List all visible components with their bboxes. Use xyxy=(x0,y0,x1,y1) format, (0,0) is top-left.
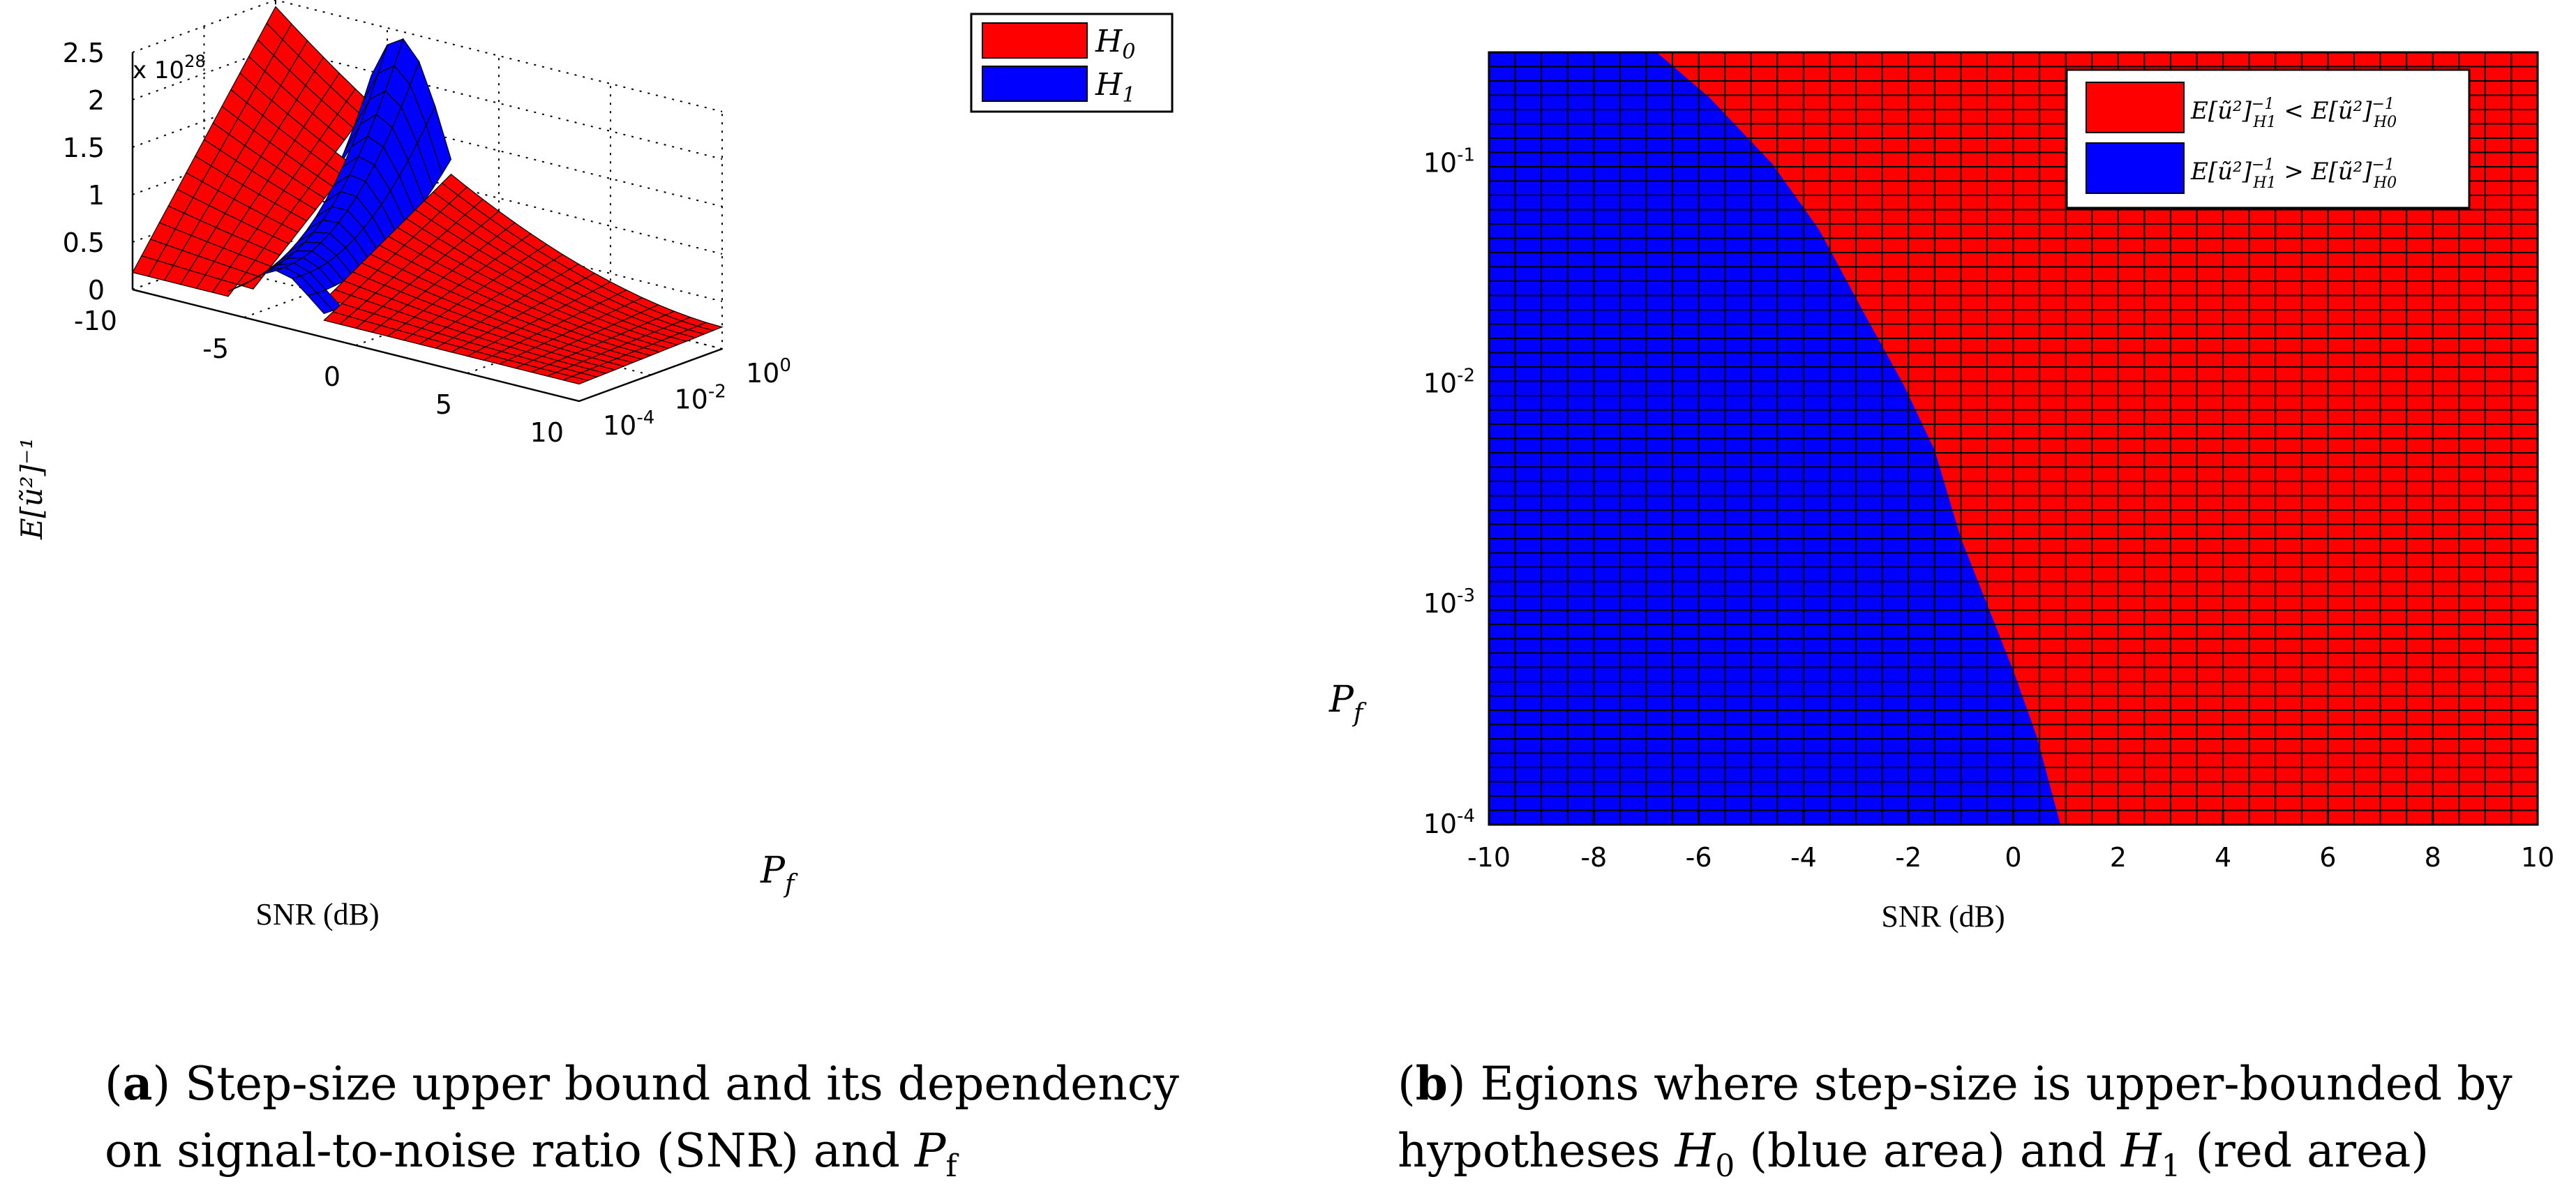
z-tick-label: 1 xyxy=(88,180,105,211)
legend-swatch-h0 xyxy=(982,22,1088,59)
x-tick-label-b: -4 xyxy=(1790,842,1817,873)
legend-a: H0 H1 xyxy=(970,13,1174,113)
z-tick-label: 0 xyxy=(88,275,105,306)
surface-patch xyxy=(211,279,238,297)
x-tick-label: 10 xyxy=(530,417,564,448)
z-exponent-label: x 1028 xyxy=(133,52,206,84)
y-tick-label-b: 10-4 xyxy=(1423,806,1475,839)
x-tick-label-b: -8 xyxy=(1580,842,1607,873)
legend-swatch-red xyxy=(2085,82,2185,133)
y-tick-label-b: 10-2 xyxy=(1423,365,1475,398)
x-tick-label: -5 xyxy=(202,333,229,364)
x-tick-label-b: 10 xyxy=(2521,842,2554,873)
x-tick-label-b: 2 xyxy=(2110,842,2127,873)
z-tick-label: 2 xyxy=(88,85,105,116)
caption-b: (b) Egions where step-size is upper-boun… xyxy=(1398,1050,2513,1200)
axis-ticks-a: 0 0.5 1 1.5 2 2.5 -10 -5 0 5 10 10-4 10-2 100 xyxy=(63,38,791,448)
legend-label-h0: H0 xyxy=(1095,24,1135,64)
x-tick-label-b: 4 xyxy=(2215,842,2231,873)
y-axis-label-a: Pf xyxy=(760,850,798,899)
legend-swatch-h1 xyxy=(982,66,1088,102)
region-plot-b: -10 -8 -6 -4 -2 0 2 4 6 8 10 10-4 10-3 10-2 10-1 SNR … xyxy=(1328,51,2554,933)
legend-label-h1: H1 xyxy=(1095,67,1135,107)
x-axis-label-b: SNR (dB) xyxy=(1881,899,2005,933)
surface-patch xyxy=(562,375,590,385)
x-ticks-b: -10 -8 -6 -4 -2 0 2 4 6 8 10 xyxy=(1467,811,2554,873)
base-axis-line xyxy=(132,288,723,403)
z-tick-label: 0.5 xyxy=(63,227,105,258)
caption-a-line1: (a) Step-size upper bound and its depend… xyxy=(105,1056,1179,1111)
legend-swatch-blue xyxy=(2085,142,2185,194)
z-gridline xyxy=(132,0,723,112)
z-axis-label: E[ũ²]⁻¹ xyxy=(15,437,49,540)
x-tick-label-b: 8 xyxy=(2425,842,2441,873)
x-tick-label-b: 0 xyxy=(2005,842,2021,873)
y-ticks-b: 10-4 10-3 10-2 10-1 xyxy=(1423,145,1475,839)
surface-patch xyxy=(307,292,334,315)
y-tick-label: 100 xyxy=(746,355,791,389)
x-tick-label-b: -10 xyxy=(1467,842,1511,873)
y-tick-label: 10-4 xyxy=(603,407,654,441)
y-axis-label-b: Pf xyxy=(1328,679,1367,728)
x-tick-label: 5 xyxy=(435,389,452,420)
z-tick-label: 2.5 xyxy=(63,38,105,68)
x-tick-label-b: -2 xyxy=(1895,842,1922,873)
axes-frame-a xyxy=(131,52,723,403)
x-tick-label-b: 6 xyxy=(2319,842,2336,873)
surface-mesh-a xyxy=(132,6,724,385)
caption-b-line2: hypotheses H0 (blue area) and H1 (red ar… xyxy=(1398,1124,2429,1184)
x-tick-label: 0 xyxy=(324,361,340,392)
x-tick-label: -10 xyxy=(74,306,117,336)
y-tick-label-b: 10-3 xyxy=(1423,585,1475,619)
x-tick-label-b: -6 xyxy=(1686,842,1712,873)
grid-lines-b xyxy=(1488,52,2538,825)
x-axis-label-a: SNR (dB) xyxy=(255,897,379,931)
y-tick-label-b: 10-1 xyxy=(1423,145,1475,179)
caption-a: (a) Step-size upper bound and its depend… xyxy=(105,1050,1179,1200)
caption-a-line2: on signal-to-noise ratio (SNR) and Pf xyxy=(105,1124,957,1184)
y-tick-label: 10-2 xyxy=(675,382,726,415)
z-tick-label: 1.5 xyxy=(63,133,105,163)
caption-b-line1: (b) Egions where step-size is upper-boun… xyxy=(1398,1056,2513,1111)
legend-b: E[ũ²]−1 H1 < E[ũ²]−1 H0 E[ũ²]−1 H1 > E[ũ²]−… xyxy=(2065,68,2471,209)
